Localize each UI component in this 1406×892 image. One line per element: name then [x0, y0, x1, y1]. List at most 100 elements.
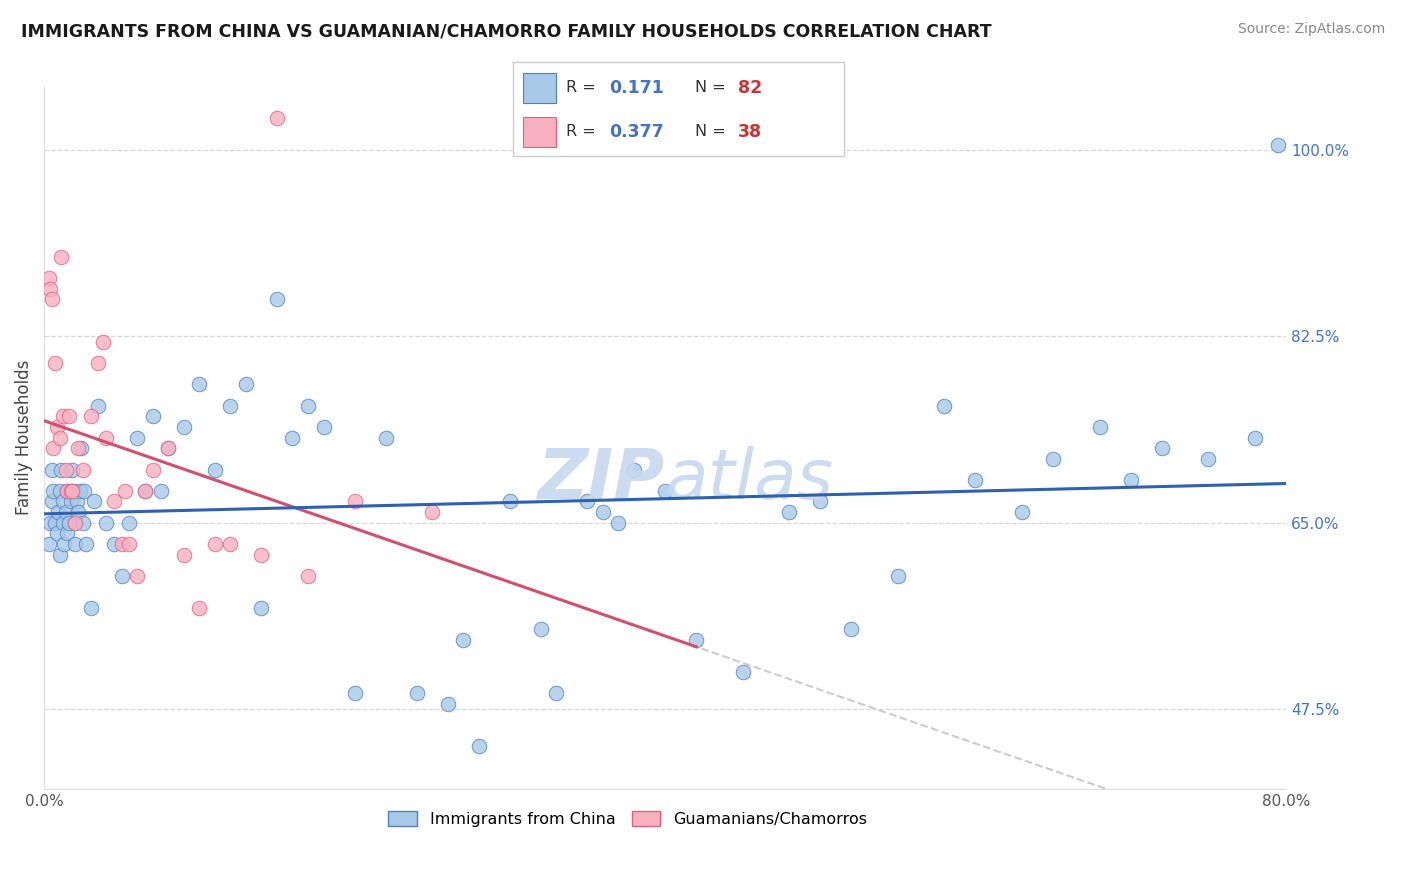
Point [79, 601, 101, 615]
Point [48, 483, 70, 498]
Point [312, 420, 335, 434]
Point [1042, 451, 1064, 466]
Point [72, 462, 94, 476]
Point [127, 431, 149, 445]
Point [39, 282, 62, 296]
Point [118, 516, 141, 530]
Point [42, 483, 65, 498]
Point [281, 431, 304, 445]
Point [731, 665, 754, 679]
Point [103, 494, 125, 508]
Point [96, 516, 118, 530]
Point [39, 516, 62, 530]
Point [96, 431, 118, 445]
Point [67, 505, 90, 519]
Point [59, 494, 82, 508]
Point [157, 442, 180, 456]
Point [219, 537, 242, 551]
Legend: Immigrants from China, Guamanians/Chamorros: Immigrants from China, Guamanians/Chamor… [382, 805, 873, 834]
Point [530, 622, 553, 636]
Point [934, 399, 956, 413]
Point [69, 483, 91, 498]
Point [134, 483, 156, 498]
Point [887, 569, 910, 583]
Point [55, 462, 77, 476]
Point [63, 537, 86, 551]
Point [63, 516, 86, 530]
Point [87, 356, 110, 370]
Point [75, 537, 97, 551]
Point [250, 548, 273, 562]
Point [60, 462, 83, 476]
Point [114, 483, 136, 498]
Point [204, 537, 226, 551]
Text: 82: 82 [738, 78, 762, 96]
Point [55, 505, 77, 519]
Point [46, 505, 69, 519]
Text: R =: R = [567, 124, 600, 139]
Point [451, 632, 474, 647]
Point [38, 537, 60, 551]
Point [420, 505, 443, 519]
Point [79, 409, 101, 424]
Point [266, 112, 288, 126]
Point [56, 483, 79, 498]
Point [56, 526, 79, 541]
Point [111, 537, 134, 551]
Point [53, 537, 76, 551]
Point [52, 494, 75, 508]
Point [127, 569, 149, 583]
Point [499, 494, 522, 508]
Point [436, 697, 458, 711]
Point [204, 462, 226, 476]
Y-axis label: Family Households: Family Households [15, 360, 32, 516]
Text: Source: ZipAtlas.com: Source: ZipAtlas.com [1237, 22, 1385, 37]
Point [51, 250, 73, 264]
Point [219, 399, 242, 413]
Point [44, 356, 66, 370]
Point [142, 409, 165, 424]
Point [188, 601, 211, 615]
Point [62, 483, 84, 498]
Point [808, 494, 831, 508]
Point [73, 483, 96, 498]
Text: 0.171: 0.171 [609, 78, 664, 96]
Point [576, 494, 599, 508]
Text: R =: R = [567, 80, 600, 95]
Point [59, 483, 82, 498]
FancyBboxPatch shape [513, 62, 844, 156]
Point [1011, 505, 1033, 519]
Point [58, 516, 80, 530]
Point [70, 442, 93, 456]
Point [1244, 431, 1267, 445]
Point [48, 548, 70, 562]
Point [297, 569, 319, 583]
Point [468, 739, 491, 754]
Point [41, 292, 63, 306]
Point [142, 462, 165, 476]
Point [685, 632, 707, 647]
Point [83, 494, 105, 508]
Point [67, 442, 90, 456]
Text: IMMIGRANTS FROM CHINA VS GUAMANIAN/CHAMORRO FAMILY HOUSEHOLDS CORRELATION CHART: IMMIGRANTS FROM CHINA VS GUAMANIAN/CHAMO… [21, 22, 991, 40]
Point [63, 516, 86, 530]
Text: ZIP: ZIP [537, 446, 665, 513]
Point [103, 537, 125, 551]
Point [48, 431, 70, 445]
Point [1119, 473, 1142, 487]
Point [41, 462, 63, 476]
Point [374, 431, 396, 445]
Point [623, 462, 645, 476]
Point [60, 483, 83, 498]
Point [41, 494, 63, 508]
Point [173, 548, 195, 562]
Point [87, 399, 110, 413]
Point [297, 399, 319, 413]
Point [607, 516, 630, 530]
Text: 0.377: 0.377 [609, 123, 664, 141]
Point [343, 686, 366, 700]
Point [38, 271, 60, 285]
Point [149, 483, 172, 498]
FancyBboxPatch shape [523, 117, 557, 147]
Point [72, 516, 94, 530]
